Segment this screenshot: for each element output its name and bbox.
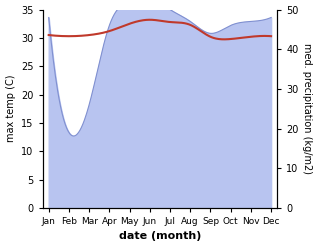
Y-axis label: max temp (C): max temp (C) [5, 75, 16, 143]
X-axis label: date (month): date (month) [119, 231, 201, 242]
Y-axis label: med. precipitation (kg/m2): med. precipitation (kg/m2) [302, 43, 313, 174]
